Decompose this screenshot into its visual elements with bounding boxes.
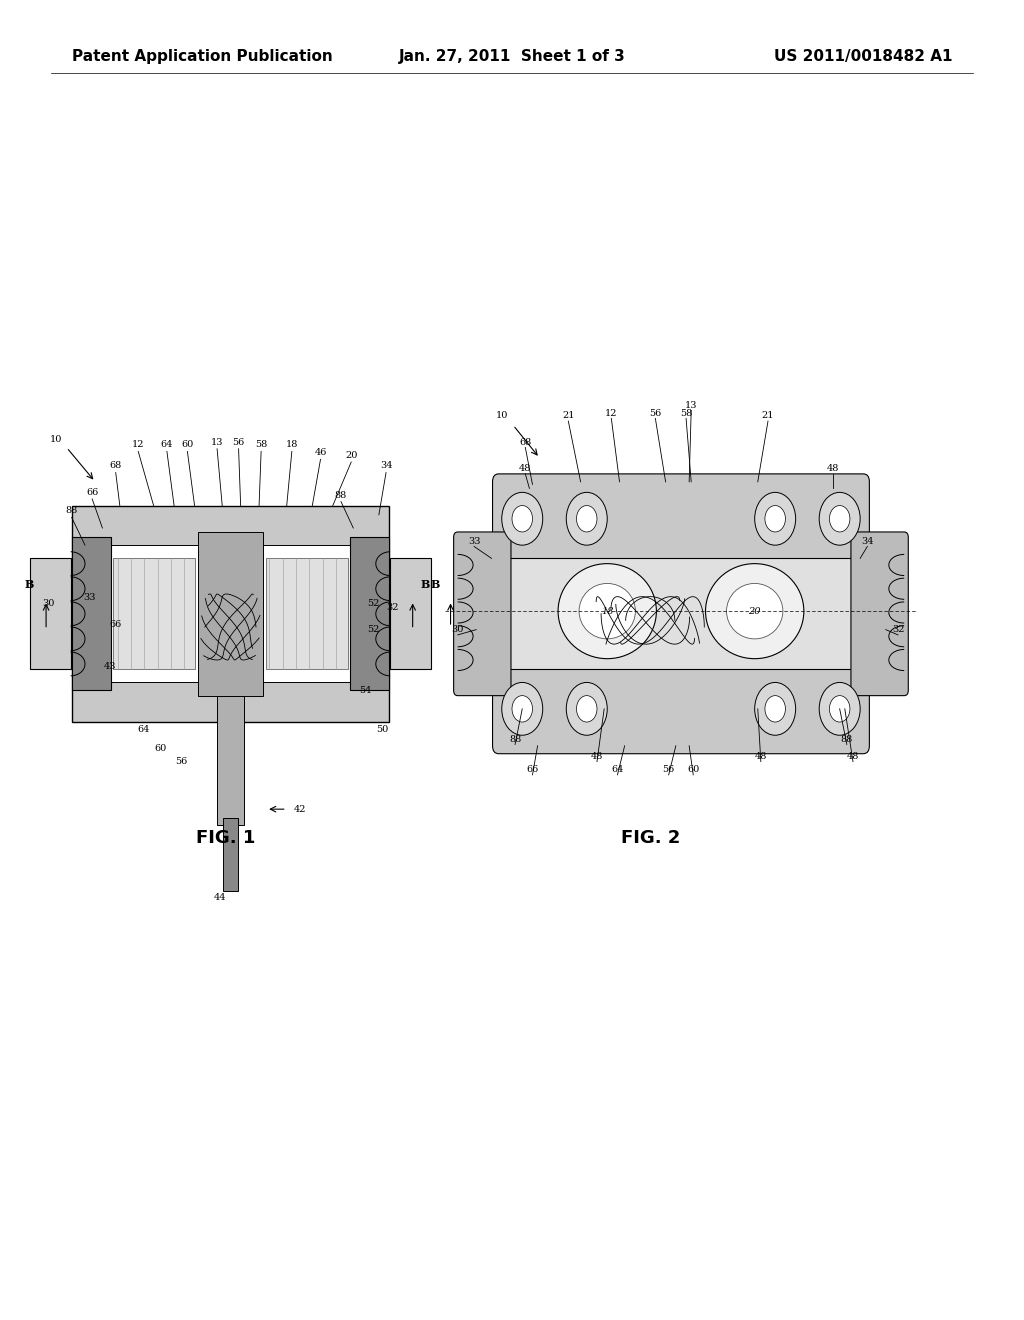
Text: 21: 21 [762,412,774,420]
Text: 88: 88 [66,507,78,515]
Ellipse shape [706,564,804,659]
Text: 66: 66 [110,620,122,628]
Text: Jan. 27, 2011  Sheet 1 of 3: Jan. 27, 2011 Sheet 1 of 3 [398,49,626,65]
FancyBboxPatch shape [217,696,244,825]
Text: 68: 68 [110,462,122,470]
FancyBboxPatch shape [113,558,195,669]
Circle shape [566,492,607,545]
Text: B: B [420,579,430,590]
Text: 32: 32 [386,603,398,611]
Text: 52: 52 [368,599,380,607]
Text: 48: 48 [847,752,859,760]
Text: 33: 33 [468,537,480,545]
Text: 30: 30 [452,626,464,634]
Text: 66: 66 [526,766,539,774]
Text: 58: 58 [255,441,267,449]
Circle shape [512,696,532,722]
Circle shape [765,506,785,532]
Circle shape [566,682,607,735]
Ellipse shape [727,583,782,639]
FancyBboxPatch shape [72,537,111,690]
Text: 48: 48 [755,752,767,760]
Text: 13: 13 [211,438,223,446]
Text: 60: 60 [687,766,699,774]
Text: 13: 13 [685,401,697,409]
Text: 42: 42 [294,805,306,813]
Text: 56: 56 [175,758,187,766]
Text: B: B [430,579,440,590]
Text: 10: 10 [496,412,508,420]
Circle shape [502,682,543,735]
Text: 66: 66 [86,488,98,496]
Text: 54: 54 [359,686,372,694]
Ellipse shape [558,564,656,659]
Text: 32: 32 [892,626,904,634]
Text: 12: 12 [132,441,144,449]
Circle shape [765,696,785,722]
FancyBboxPatch shape [30,558,71,669]
FancyBboxPatch shape [110,545,351,682]
Text: 33: 33 [83,594,95,602]
Text: 58: 58 [680,409,692,417]
Text: 43: 43 [103,663,116,671]
Text: 60: 60 [155,744,167,752]
Text: 88: 88 [335,491,347,499]
Text: 88: 88 [841,735,853,743]
FancyBboxPatch shape [493,474,869,566]
Circle shape [829,506,850,532]
FancyBboxPatch shape [493,661,869,754]
Text: 48: 48 [591,752,603,760]
FancyBboxPatch shape [223,818,238,891]
Circle shape [819,682,860,735]
Circle shape [755,682,796,735]
Text: 56: 56 [232,438,245,446]
FancyBboxPatch shape [72,506,389,722]
FancyBboxPatch shape [390,558,431,669]
Circle shape [819,492,860,545]
Text: 68: 68 [519,438,531,446]
FancyBboxPatch shape [454,532,511,696]
Text: 52: 52 [368,626,380,634]
Text: 30: 30 [42,599,54,607]
Text: 20: 20 [749,607,761,615]
Circle shape [755,492,796,545]
Text: 88: 88 [509,735,521,743]
FancyBboxPatch shape [499,558,863,669]
Text: 46: 46 [314,449,327,457]
Text: 60: 60 [181,441,194,449]
FancyBboxPatch shape [198,532,263,696]
Text: 34: 34 [861,537,873,545]
Text: 21: 21 [562,412,574,420]
Circle shape [577,696,597,722]
Text: B: B [25,579,35,590]
FancyBboxPatch shape [851,532,908,696]
Text: 64: 64 [137,726,150,734]
Text: 56: 56 [649,409,662,417]
Text: Patent Application Publication: Patent Application Publication [72,49,333,65]
FancyBboxPatch shape [266,558,348,669]
Text: 64: 64 [611,766,624,774]
FancyBboxPatch shape [350,537,389,690]
Text: 64: 64 [161,441,173,449]
Text: US 2011/0018482 A1: US 2011/0018482 A1 [774,49,952,65]
Text: 18: 18 [286,441,298,449]
Text: 10: 10 [50,436,62,444]
Text: 12: 12 [605,409,617,417]
Text: 18: 18 [601,607,613,615]
Circle shape [577,506,597,532]
Circle shape [512,506,532,532]
Text: 34: 34 [380,462,392,470]
Text: 20: 20 [345,451,357,459]
Text: 48: 48 [519,465,531,473]
Text: 56: 56 [663,766,675,774]
Text: 50: 50 [376,726,388,734]
Ellipse shape [580,583,635,639]
Text: FIG. 2: FIG. 2 [621,829,680,847]
Circle shape [502,492,543,545]
Text: 48: 48 [826,465,839,473]
Circle shape [829,696,850,722]
Text: FIG. 1: FIG. 1 [196,829,255,847]
Text: 44: 44 [214,894,226,902]
